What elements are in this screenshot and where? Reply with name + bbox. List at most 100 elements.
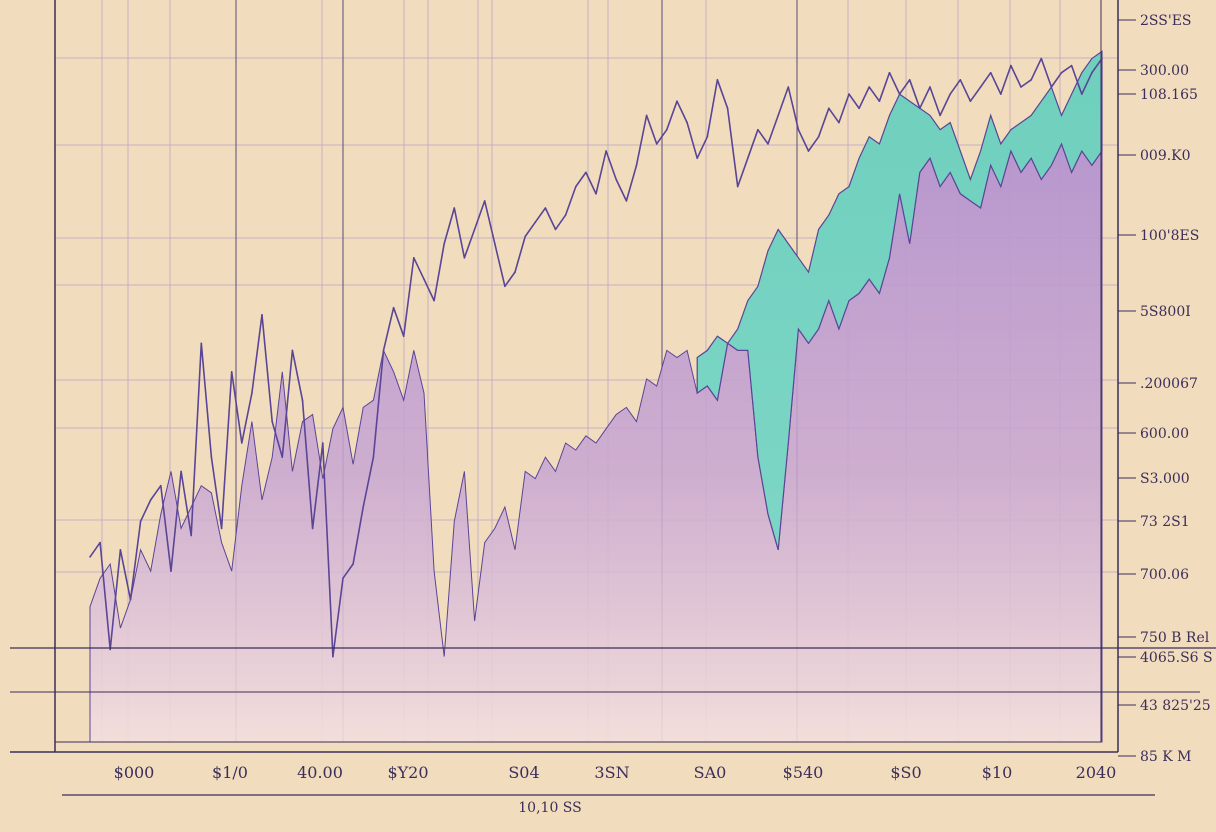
data-point (129, 598, 132, 601)
data-point (382, 349, 385, 352)
data-point (898, 93, 901, 95)
data-point (726, 107, 729, 110)
data-point (271, 420, 274, 423)
data-point (797, 128, 800, 131)
y-tick-label: .200067 (1140, 376, 1198, 392)
data-point (1081, 93, 1083, 95)
data-point (372, 456, 375, 459)
data-point (757, 128, 759, 131)
x-tick-label: $S0 (890, 763, 921, 782)
data-point (848, 93, 850, 95)
data-point (1040, 57, 1043, 60)
data-point (322, 442, 324, 444)
data-point (736, 185, 739, 188)
x-tick-label: $000 (114, 763, 155, 782)
y-tick-label: S3.000 (1140, 471, 1190, 487)
data-point (919, 107, 921, 110)
data-point (89, 556, 91, 558)
data-point (291, 349, 294, 352)
data-point (402, 335, 405, 338)
data-point (170, 570, 172, 572)
y-tick-label: 43 825'25 (1140, 698, 1211, 714)
y-tick-label: 600.00 (1140, 426, 1189, 442)
data-point (241, 442, 243, 444)
y-tick-label: 5S800I (1140, 304, 1191, 320)
data-point (625, 200, 628, 202)
data-point (575, 185, 577, 188)
data-point (1030, 79, 1032, 81)
y-tick-label: 73 2S1 (1140, 514, 1190, 530)
data-point (342, 577, 344, 579)
data-point (251, 392, 253, 394)
data-point (443, 242, 446, 245)
data-point (858, 107, 860, 110)
data-point (828, 107, 830, 110)
data-point (1091, 71, 1093, 74)
x-tick-label: 3SN (594, 763, 629, 782)
data-point (1020, 86, 1022, 88)
data-point (939, 114, 941, 117)
series-areas (89, 50, 1103, 743)
data-point (787, 86, 790, 88)
data-point (149, 499, 152, 501)
series-lines (89, 57, 1103, 658)
x-tick-label: S04 (508, 763, 539, 782)
data-point (1010, 64, 1012, 67)
axes (10, 0, 1216, 796)
data-point (979, 86, 982, 88)
data-point (1101, 57, 1103, 60)
x-tick-label: $Y20 (387, 763, 428, 782)
data-point (888, 71, 891, 74)
data-point (666, 128, 668, 131)
x-axis-label: 10,10 SS (518, 800, 581, 816)
data-point (645, 114, 648, 117)
y-tick-labels: 2SS'ES 300.00 108.165 009.K0 100'8ES 5S800I .2… (1118, 13, 1213, 765)
y-tick-label: 4065.S6 S (1140, 650, 1213, 666)
data-point (392, 306, 395, 309)
data-point (868, 86, 870, 88)
data-point (200, 342, 203, 345)
data-point (544, 207, 547, 209)
data-point (109, 648, 111, 651)
data-point (1000, 93, 1002, 95)
data-point (281, 456, 284, 459)
data-point (716, 79, 719, 81)
data-point (139, 520, 142, 523)
data-point (504, 285, 506, 288)
data-point (969, 100, 972, 102)
data-point (332, 655, 334, 658)
data-point (352, 563, 354, 565)
data-point (362, 506, 365, 508)
data-point (676, 100, 678, 102)
data-point (453, 207, 456, 209)
y-tick-label: 300.00 (1140, 63, 1189, 79)
data-point (423, 278, 425, 281)
data-point (433, 299, 435, 302)
data-point (585, 171, 587, 174)
series-area-teal (696, 50, 1103, 550)
x-tick-label: SA0 (694, 763, 727, 782)
data-point (949, 93, 951, 95)
data-point (929, 86, 931, 88)
y-tick-label: 85 K M (1140, 749, 1192, 765)
data-point (595, 193, 597, 195)
data-point (230, 371, 233, 373)
data-point (686, 121, 688, 124)
data-point (311, 527, 314, 530)
data-point (878, 100, 881, 102)
data-point (655, 143, 658, 145)
data-point (767, 143, 769, 145)
data-point (534, 221, 537, 223)
y-tick-label: 700.06 (1140, 567, 1189, 583)
data-point (706, 136, 709, 138)
data-point (838, 121, 840, 124)
data-point (554, 228, 557, 231)
data-point (817, 136, 820, 138)
data-point (210, 456, 213, 459)
data-point (180, 470, 182, 473)
data-point (1060, 71, 1063, 74)
data-point (959, 79, 962, 81)
y-tick-label: 750 B Rel (1140, 630, 1210, 646)
